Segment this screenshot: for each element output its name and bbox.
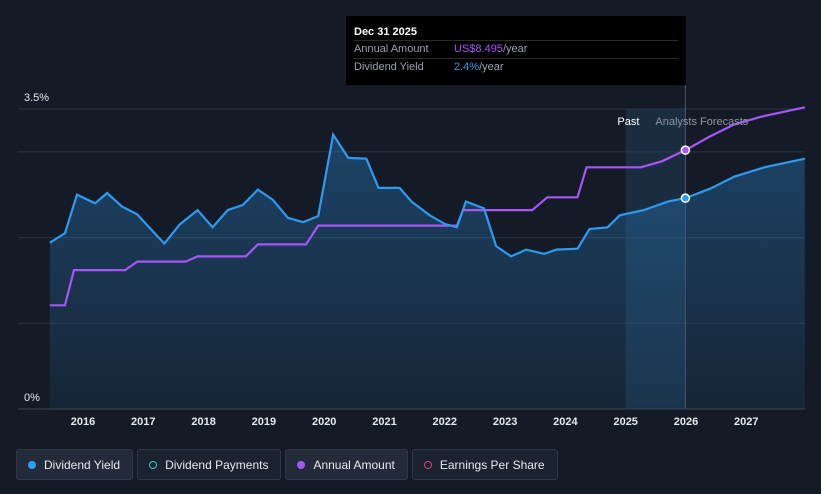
legend-label: Annual Amount xyxy=(313,457,395,472)
legend-dot-icon xyxy=(297,460,306,469)
dividend-yield-line xyxy=(49,131,806,258)
legend-label: Earnings Per Share xyxy=(439,457,545,472)
legend-item-annual-amount[interactable]: Annual Amount xyxy=(285,449,408,480)
legend-label: Dividend Yield xyxy=(44,457,121,472)
x-tick-label: 2020 xyxy=(312,416,336,428)
x-tick-label: 2016 xyxy=(71,416,95,428)
x-tick-label: 2022 xyxy=(433,416,457,428)
tooltip-value: 2.4% xyxy=(454,61,480,73)
chart-tooltip: Dec 31 2025 Annual Amount US$8.495 /year… xyxy=(346,16,686,85)
chart-legend: Dividend Yield Dividend Payments Annual … xyxy=(16,449,558,480)
x-tick-label: 2018 xyxy=(191,416,215,428)
x-tick-label: 2026 xyxy=(674,416,698,428)
legend-dot-icon xyxy=(28,460,36,469)
past-label: Past xyxy=(617,116,639,128)
y-tick-label: 3.5% xyxy=(24,92,49,104)
tooltip-value: US$8.495 xyxy=(454,43,503,55)
y-tick-label: 0% xyxy=(24,392,40,404)
x-tick-label: 2021 xyxy=(372,416,396,428)
tooltip-label: Dividend Yield xyxy=(354,61,424,73)
x-tick-label: 2027 xyxy=(734,416,758,428)
hover-marker xyxy=(680,193,691,203)
legend-item-earnings-per-share[interactable]: Earnings Per Share xyxy=(411,449,558,480)
hover-marker xyxy=(680,145,691,155)
tooltip-unit: /year xyxy=(479,61,504,73)
dividend-yield-area xyxy=(49,134,805,409)
tooltip-unit: /year xyxy=(502,43,528,55)
legend-ring-icon xyxy=(423,460,432,469)
x-tick-label: 2025 xyxy=(613,416,637,428)
legend-item-dividend-yield[interactable]: Dividend Yield xyxy=(16,449,134,480)
x-tick-label: 2024 xyxy=(553,416,578,428)
x-tick-label: 2017 xyxy=(131,416,155,428)
x-tick-label: 2023 xyxy=(493,416,517,428)
tooltip-label: Annual Amount xyxy=(354,43,429,55)
tooltip-row-dividend-yield: Dividend Yield 2.4% /year xyxy=(354,58,678,76)
x-axis-ticks: 2016 2017 2018 2019 2020 2021 2022 2023 2024 2025… xyxy=(71,416,759,428)
tooltip-row-annual-amount: Annual Amount US$8.495 /year xyxy=(354,40,678,58)
legend-ring-icon xyxy=(149,460,158,469)
tooltip-date: Dec 31 2025 xyxy=(354,26,417,38)
forecast-label: Analysts Forecasts xyxy=(655,116,748,128)
legend-label: Dividend Payments xyxy=(165,457,269,472)
x-tick-label: 2019 xyxy=(252,416,276,428)
hover-markers xyxy=(680,145,691,203)
y-axis-ticks: 0% 3.5% xyxy=(24,92,49,404)
legend-item-dividend-payments[interactable]: Dividend Payments xyxy=(137,449,282,480)
